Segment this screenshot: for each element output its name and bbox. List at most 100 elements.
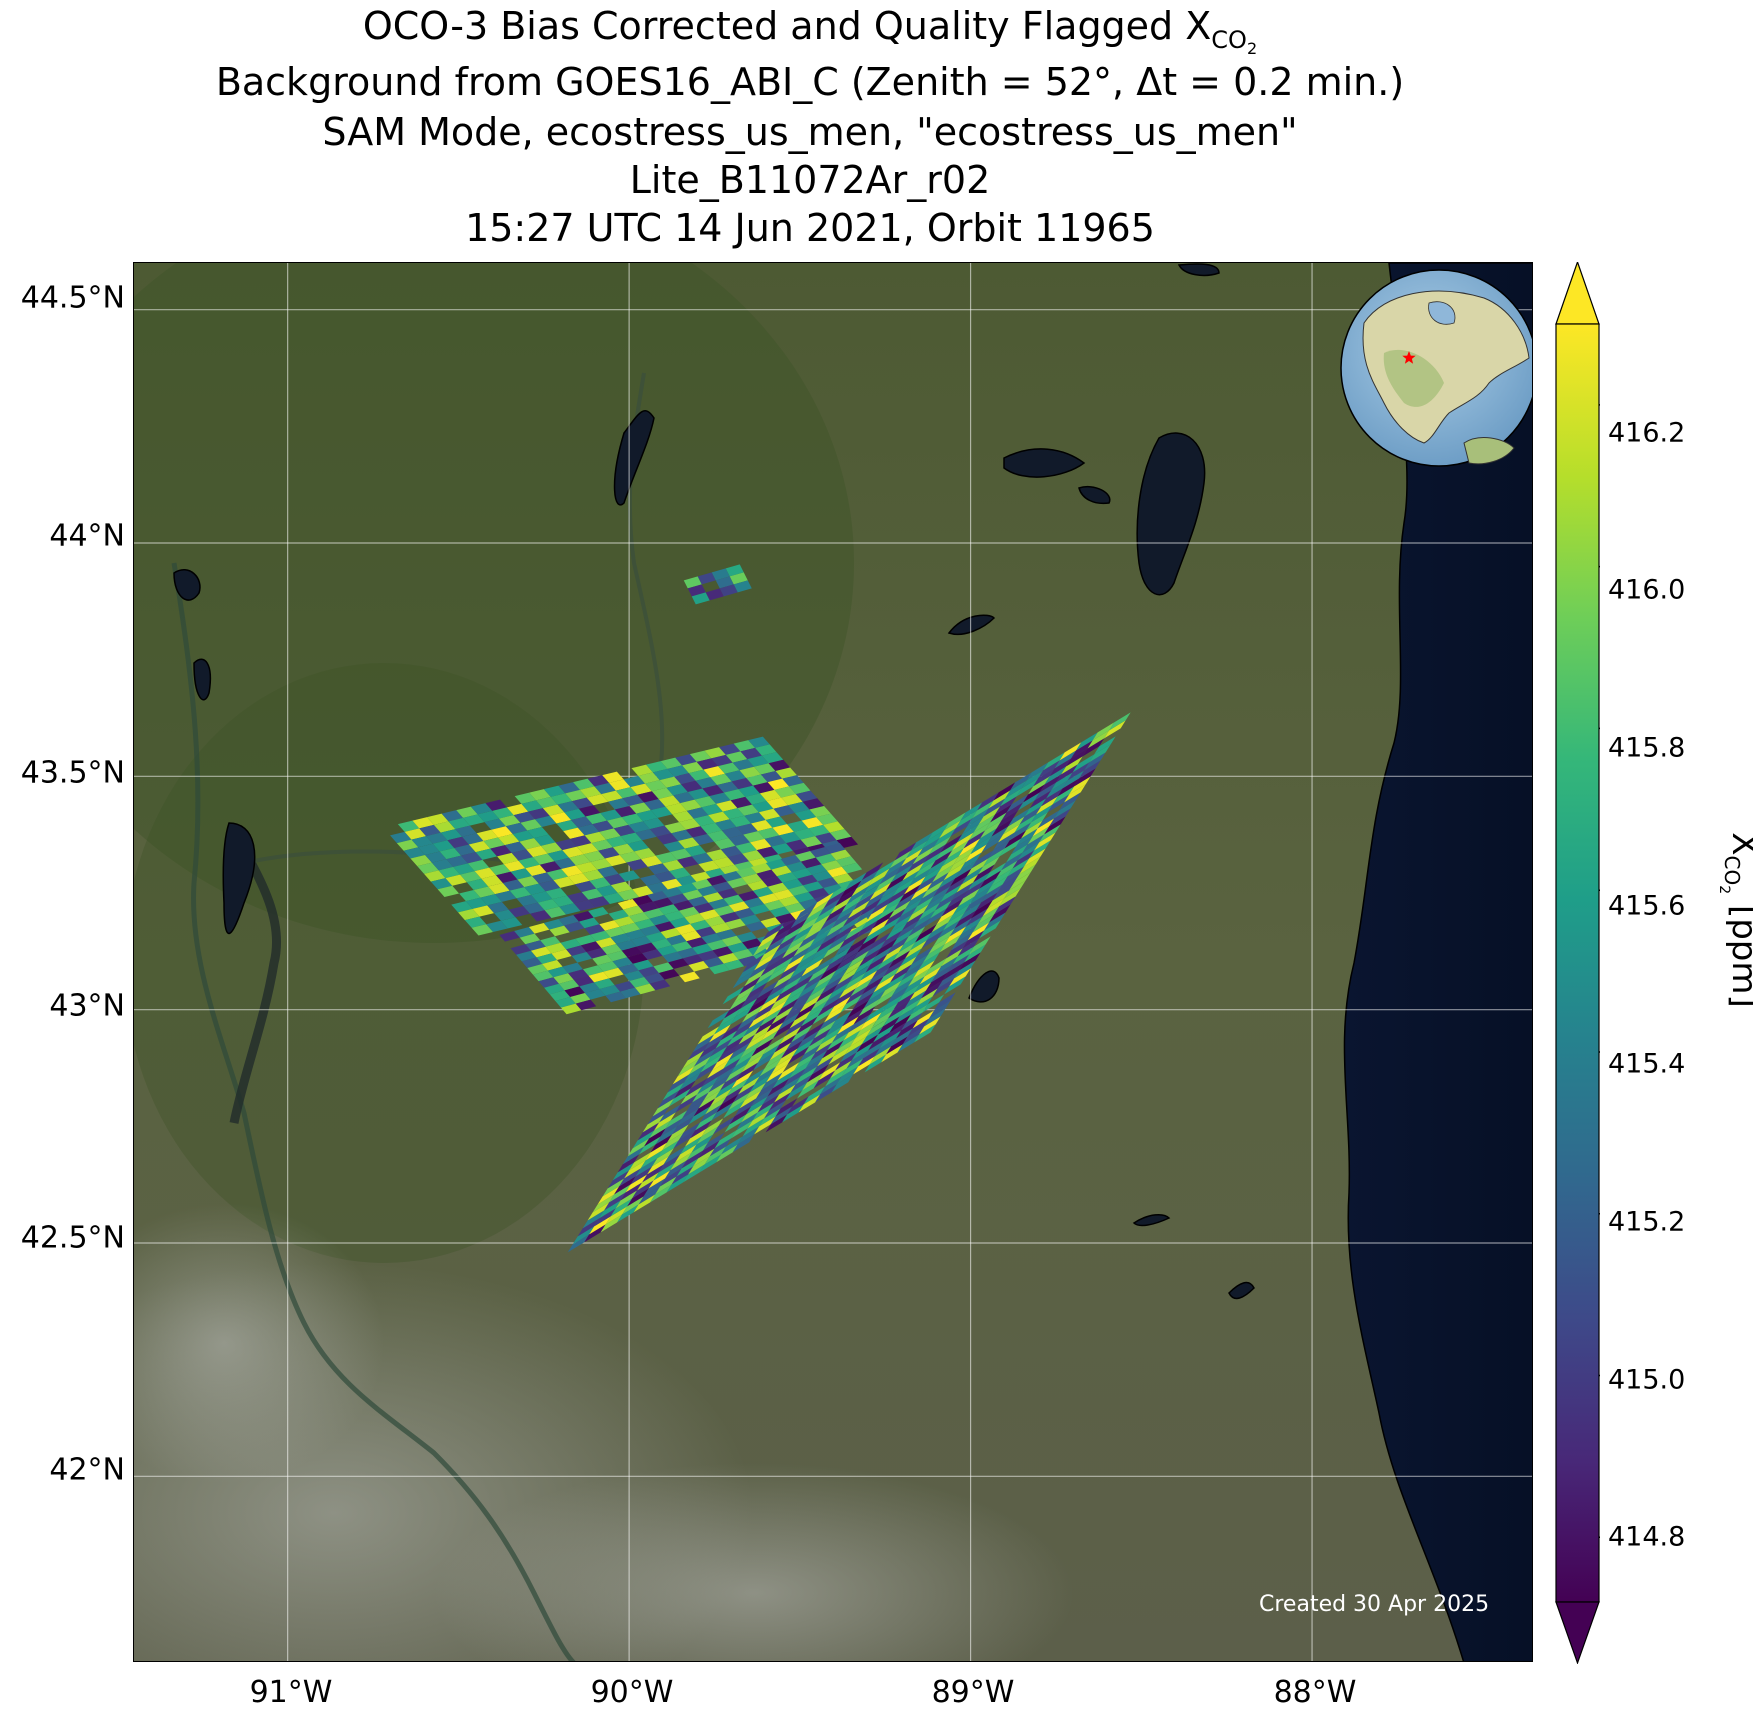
xco2-footprint bbox=[667, 1074, 690, 1093]
xco2-footprint bbox=[852, 942, 875, 961]
xco2-footprint bbox=[915, 924, 937, 943]
xco2-footprint bbox=[743, 831, 765, 843]
xco2-footprint bbox=[709, 1024, 731, 1043]
xco2-footprint bbox=[827, 1032, 849, 1051]
xco2-footprint bbox=[710, 922, 731, 934]
xco2-footprint bbox=[599, 985, 621, 996]
xco2-footprint bbox=[660, 757, 683, 769]
xco2-footprint bbox=[575, 999, 597, 1011]
xco2-footprint bbox=[503, 860, 526, 872]
xco2-footprint bbox=[964, 894, 987, 913]
xco2-footprint bbox=[717, 1044, 739, 1063]
xco2-footprint bbox=[782, 940, 804, 959]
xco2-footprint bbox=[549, 925, 570, 937]
xco2-footprint bbox=[733, 740, 756, 752]
colorbar-body bbox=[1555, 323, 1600, 1603]
xco2-footprint bbox=[545, 887, 568, 900]
xco2-footprint bbox=[705, 588, 724, 601]
lat-tick-label: 44.5°N bbox=[20, 280, 125, 316]
xco2-footprint bbox=[779, 831, 801, 844]
xco2-footprint bbox=[642, 1114, 665, 1133]
xco2-footprint bbox=[536, 953, 557, 964]
xco2-footprint bbox=[775, 1098, 798, 1117]
xco2-footprint bbox=[1087, 730, 1110, 749]
xco2-footprint bbox=[745, 982, 768, 1001]
xco2-footprint bbox=[512, 830, 535, 842]
xco2-footprint bbox=[854, 956, 876, 975]
xco2-footprint bbox=[558, 979, 580, 991]
xco2-footprint bbox=[798, 1094, 821, 1113]
xco2-footprint bbox=[614, 805, 637, 818]
xco2-footprint bbox=[680, 1086, 703, 1105]
xco2-footprint bbox=[824, 843, 846, 854]
xco2-footprint bbox=[811, 942, 834, 961]
xco2-footprint bbox=[671, 829, 693, 841]
xco2-footprint bbox=[810, 847, 831, 858]
xco2-footprint bbox=[793, 892, 815, 903]
lake bbox=[1132, 1213, 1171, 1227]
xco2-footprint bbox=[681, 1150, 704, 1169]
xco2-footprint bbox=[499, 815, 521, 827]
xco2-footprint bbox=[489, 864, 511, 876]
xco2-footprint bbox=[681, 780, 703, 792]
xco2-footprint bbox=[952, 946, 975, 965]
xco2-footprint bbox=[555, 997, 576, 1008]
xco2-footprint bbox=[530, 946, 552, 958]
xco2-footprint bbox=[786, 1032, 808, 1051]
xco2-footprint bbox=[1002, 866, 1025, 885]
xco2-footprint bbox=[662, 1082, 685, 1101]
xco2-footprint bbox=[957, 824, 979, 843]
xco2-footprint bbox=[565, 789, 587, 802]
xco2-footprint bbox=[899, 884, 921, 903]
xco2-footprint bbox=[473, 886, 496, 898]
lake bbox=[222, 822, 256, 935]
xco2-footprint bbox=[693, 1098, 716, 1117]
xco2-footprint bbox=[808, 964, 830, 983]
xco2-footprint bbox=[558, 782, 580, 794]
xco2-footprint bbox=[813, 1070, 836, 1089]
xco2-footprint bbox=[745, 1032, 767, 1051]
xco2-footprint bbox=[592, 954, 613, 966]
xco2-footprint bbox=[986, 826, 1009, 845]
xco2-footprint bbox=[872, 910, 895, 929]
xco2-footprint bbox=[484, 818, 506, 830]
xco2-footprint bbox=[891, 864, 913, 883]
xco2-footprint bbox=[860, 962, 883, 981]
xco2-footprint bbox=[777, 1062, 800, 1081]
xco2-footprint bbox=[680, 1136, 702, 1155]
xco2-footprint bbox=[546, 868, 569, 881]
xco2-footprint bbox=[566, 945, 587, 956]
xco2-footprint bbox=[833, 1038, 856, 1057]
xco2-footprint bbox=[795, 902, 818, 921]
xco2-footprint bbox=[795, 851, 816, 862]
map-panel[interactable]: Created 30 Apr 2025 bbox=[133, 262, 1533, 1662]
xco2-footprint bbox=[637, 791, 659, 803]
xco2-footprint bbox=[829, 996, 851, 1015]
xco2-footprint bbox=[440, 829, 463, 841]
xco2-footprint bbox=[858, 1048, 880, 1067]
xco2-footprint bbox=[840, 994, 863, 1013]
xco2-footprint bbox=[590, 930, 611, 942]
xco2-footprint bbox=[540, 842, 563, 854]
xco2-footprint bbox=[710, 1038, 733, 1057]
xco2-footprint bbox=[959, 952, 981, 971]
xco2-footprint bbox=[863, 876, 885, 895]
xco2-footprint bbox=[736, 867, 757, 878]
xco2-footprint bbox=[504, 841, 527, 853]
xco2-footprint bbox=[793, 988, 815, 1007]
xco2-footprint bbox=[987, 890, 1010, 909]
xco2-footprint bbox=[826, 968, 848, 987]
xco2-footprint bbox=[652, 768, 675, 781]
xco2-footprint bbox=[465, 897, 488, 909]
xco2-footprint bbox=[897, 1034, 920, 1053]
xco2-footprint bbox=[712, 1052, 734, 1071]
xco2-footprint bbox=[765, 1114, 788, 1133]
xco2-footprint bbox=[707, 1060, 729, 1079]
xco2-footprint bbox=[709, 1138, 732, 1157]
xco2-footprint bbox=[979, 920, 1001, 939]
xco2-footprint bbox=[836, 952, 858, 971]
xco2-footprint bbox=[864, 1054, 887, 1073]
xco2-footprint bbox=[922, 880, 944, 899]
xco2-footprint bbox=[880, 930, 903, 949]
xco2-footprint bbox=[587, 775, 610, 787]
